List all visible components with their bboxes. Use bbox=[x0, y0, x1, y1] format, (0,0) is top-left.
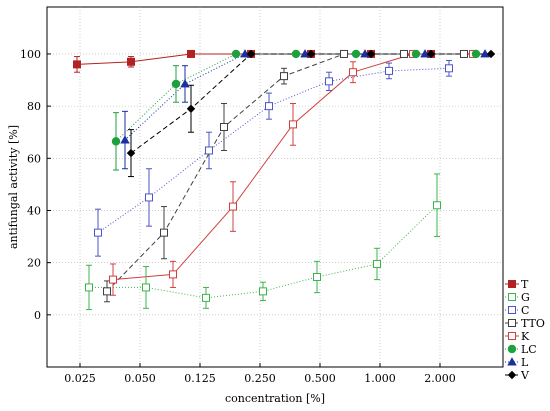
x-axis-label: concentration [%] bbox=[225, 392, 325, 405]
data-point-lc bbox=[171, 79, 181, 89]
data-point-v bbox=[246, 49, 256, 59]
data-point-tto bbox=[220, 123, 228, 131]
legend-label-g: G bbox=[521, 291, 530, 304]
data-point-l bbox=[420, 49, 430, 58]
y-tick-label: 80 bbox=[27, 100, 41, 113]
data-point-lc bbox=[351, 49, 361, 59]
legend-label-v: V bbox=[520, 369, 530, 382]
data-point-tto bbox=[340, 49, 348, 58]
legend-marker-lc bbox=[507, 344, 517, 354]
legend-label-c: C bbox=[521, 304, 529, 317]
data-point-lc bbox=[411, 49, 421, 59]
legend-label-l: L bbox=[521, 356, 529, 369]
data-point-l bbox=[300, 49, 310, 58]
legend-label-t: T bbox=[521, 278, 529, 291]
data-point-tto bbox=[400, 49, 408, 58]
x-tick-label: 0.025 bbox=[64, 372, 96, 385]
data-point-g bbox=[85, 283, 93, 292]
plot-area bbox=[46, 6, 504, 368]
x-tick-label: 2.000 bbox=[424, 372, 456, 385]
legend-marker-l bbox=[507, 357, 517, 366]
data-point-k bbox=[349, 68, 357, 77]
data-point-g bbox=[202, 293, 210, 302]
y-tick-label: 100 bbox=[20, 48, 41, 61]
data-point-g bbox=[313, 273, 321, 281]
data-point-tto bbox=[103, 287, 111, 296]
y-tick-label: 40 bbox=[27, 204, 41, 217]
legend-label-k: K bbox=[521, 330, 530, 343]
data-point-g bbox=[259, 287, 267, 296]
legend-marker-k bbox=[508, 332, 516, 340]
x-tick-label: 0.050 bbox=[124, 372, 156, 385]
data-point-l bbox=[240, 49, 250, 58]
y-axis-label: antifungal activity [%] bbox=[7, 125, 20, 249]
data-point-l bbox=[480, 49, 490, 58]
data-point-g bbox=[373, 259, 381, 268]
data-point-tto bbox=[160, 228, 168, 237]
data-point-k bbox=[109, 275, 117, 284]
data-point-c bbox=[145, 193, 153, 202]
data-point-lc bbox=[231, 49, 241, 59]
x-tick-labels: 0.025 0.050 0.125 0.250 0.500 1.000 2.000 bbox=[64, 372, 456, 385]
data-point-g bbox=[433, 201, 441, 210]
series-markers bbox=[73, 49, 496, 302]
data-point-lc bbox=[471, 49, 481, 59]
data-point-tto bbox=[280, 72, 288, 81]
data-point-tto bbox=[460, 49, 468, 58]
data-point-v bbox=[306, 49, 316, 59]
data-point-k bbox=[289, 120, 297, 129]
data-point-c bbox=[445, 64, 453, 73]
data-point-l bbox=[180, 79, 190, 88]
data-point-c bbox=[205, 146, 213, 155]
y-tick-label: 20 bbox=[27, 257, 41, 270]
y-tick-label: 60 bbox=[27, 152, 41, 165]
x-tick-label: 1.000 bbox=[364, 372, 396, 385]
data-point-k bbox=[229, 202, 237, 211]
legend-marker-tto bbox=[508, 319, 516, 327]
data-point-lc bbox=[111, 137, 121, 146]
data-point-t bbox=[127, 57, 135, 66]
data-point-t bbox=[187, 49, 195, 58]
data-point-k bbox=[169, 270, 177, 279]
data-point-g bbox=[142, 283, 150, 292]
data-point-v bbox=[186, 104, 196, 113]
data-point-l bbox=[360, 49, 370, 58]
x-tick-label: 0.125 bbox=[184, 372, 216, 385]
legend-marker-c bbox=[508, 306, 516, 314]
data-point-v bbox=[366, 49, 376, 59]
data-point-v bbox=[426, 49, 436, 59]
data-point-v bbox=[126, 148, 136, 158]
x-tick-label: 0.250 bbox=[244, 372, 276, 385]
data-point-t bbox=[73, 60, 81, 69]
x-tick-label: 0.500 bbox=[304, 372, 336, 385]
data-point-c bbox=[385, 66, 393, 75]
data-point-c bbox=[265, 102, 273, 111]
legend-label-tto: TTO bbox=[521, 317, 545, 330]
data-point-l bbox=[120, 135, 130, 144]
data-point-lc bbox=[291, 49, 301, 59]
data-point-c bbox=[325, 77, 333, 86]
y-tick-label: 0 bbox=[34, 309, 41, 322]
legend-label-lc: LC bbox=[521, 343, 537, 356]
legend-marker-v bbox=[507, 370, 517, 380]
legend-marker-g bbox=[508, 293, 516, 301]
data-point-c bbox=[94, 228, 102, 237]
legend-marker-t bbox=[508, 280, 516, 288]
data-point-v bbox=[486, 49, 496, 59]
y-tick-labels: 0 20 40 60 80 100 bbox=[20, 48, 41, 322]
